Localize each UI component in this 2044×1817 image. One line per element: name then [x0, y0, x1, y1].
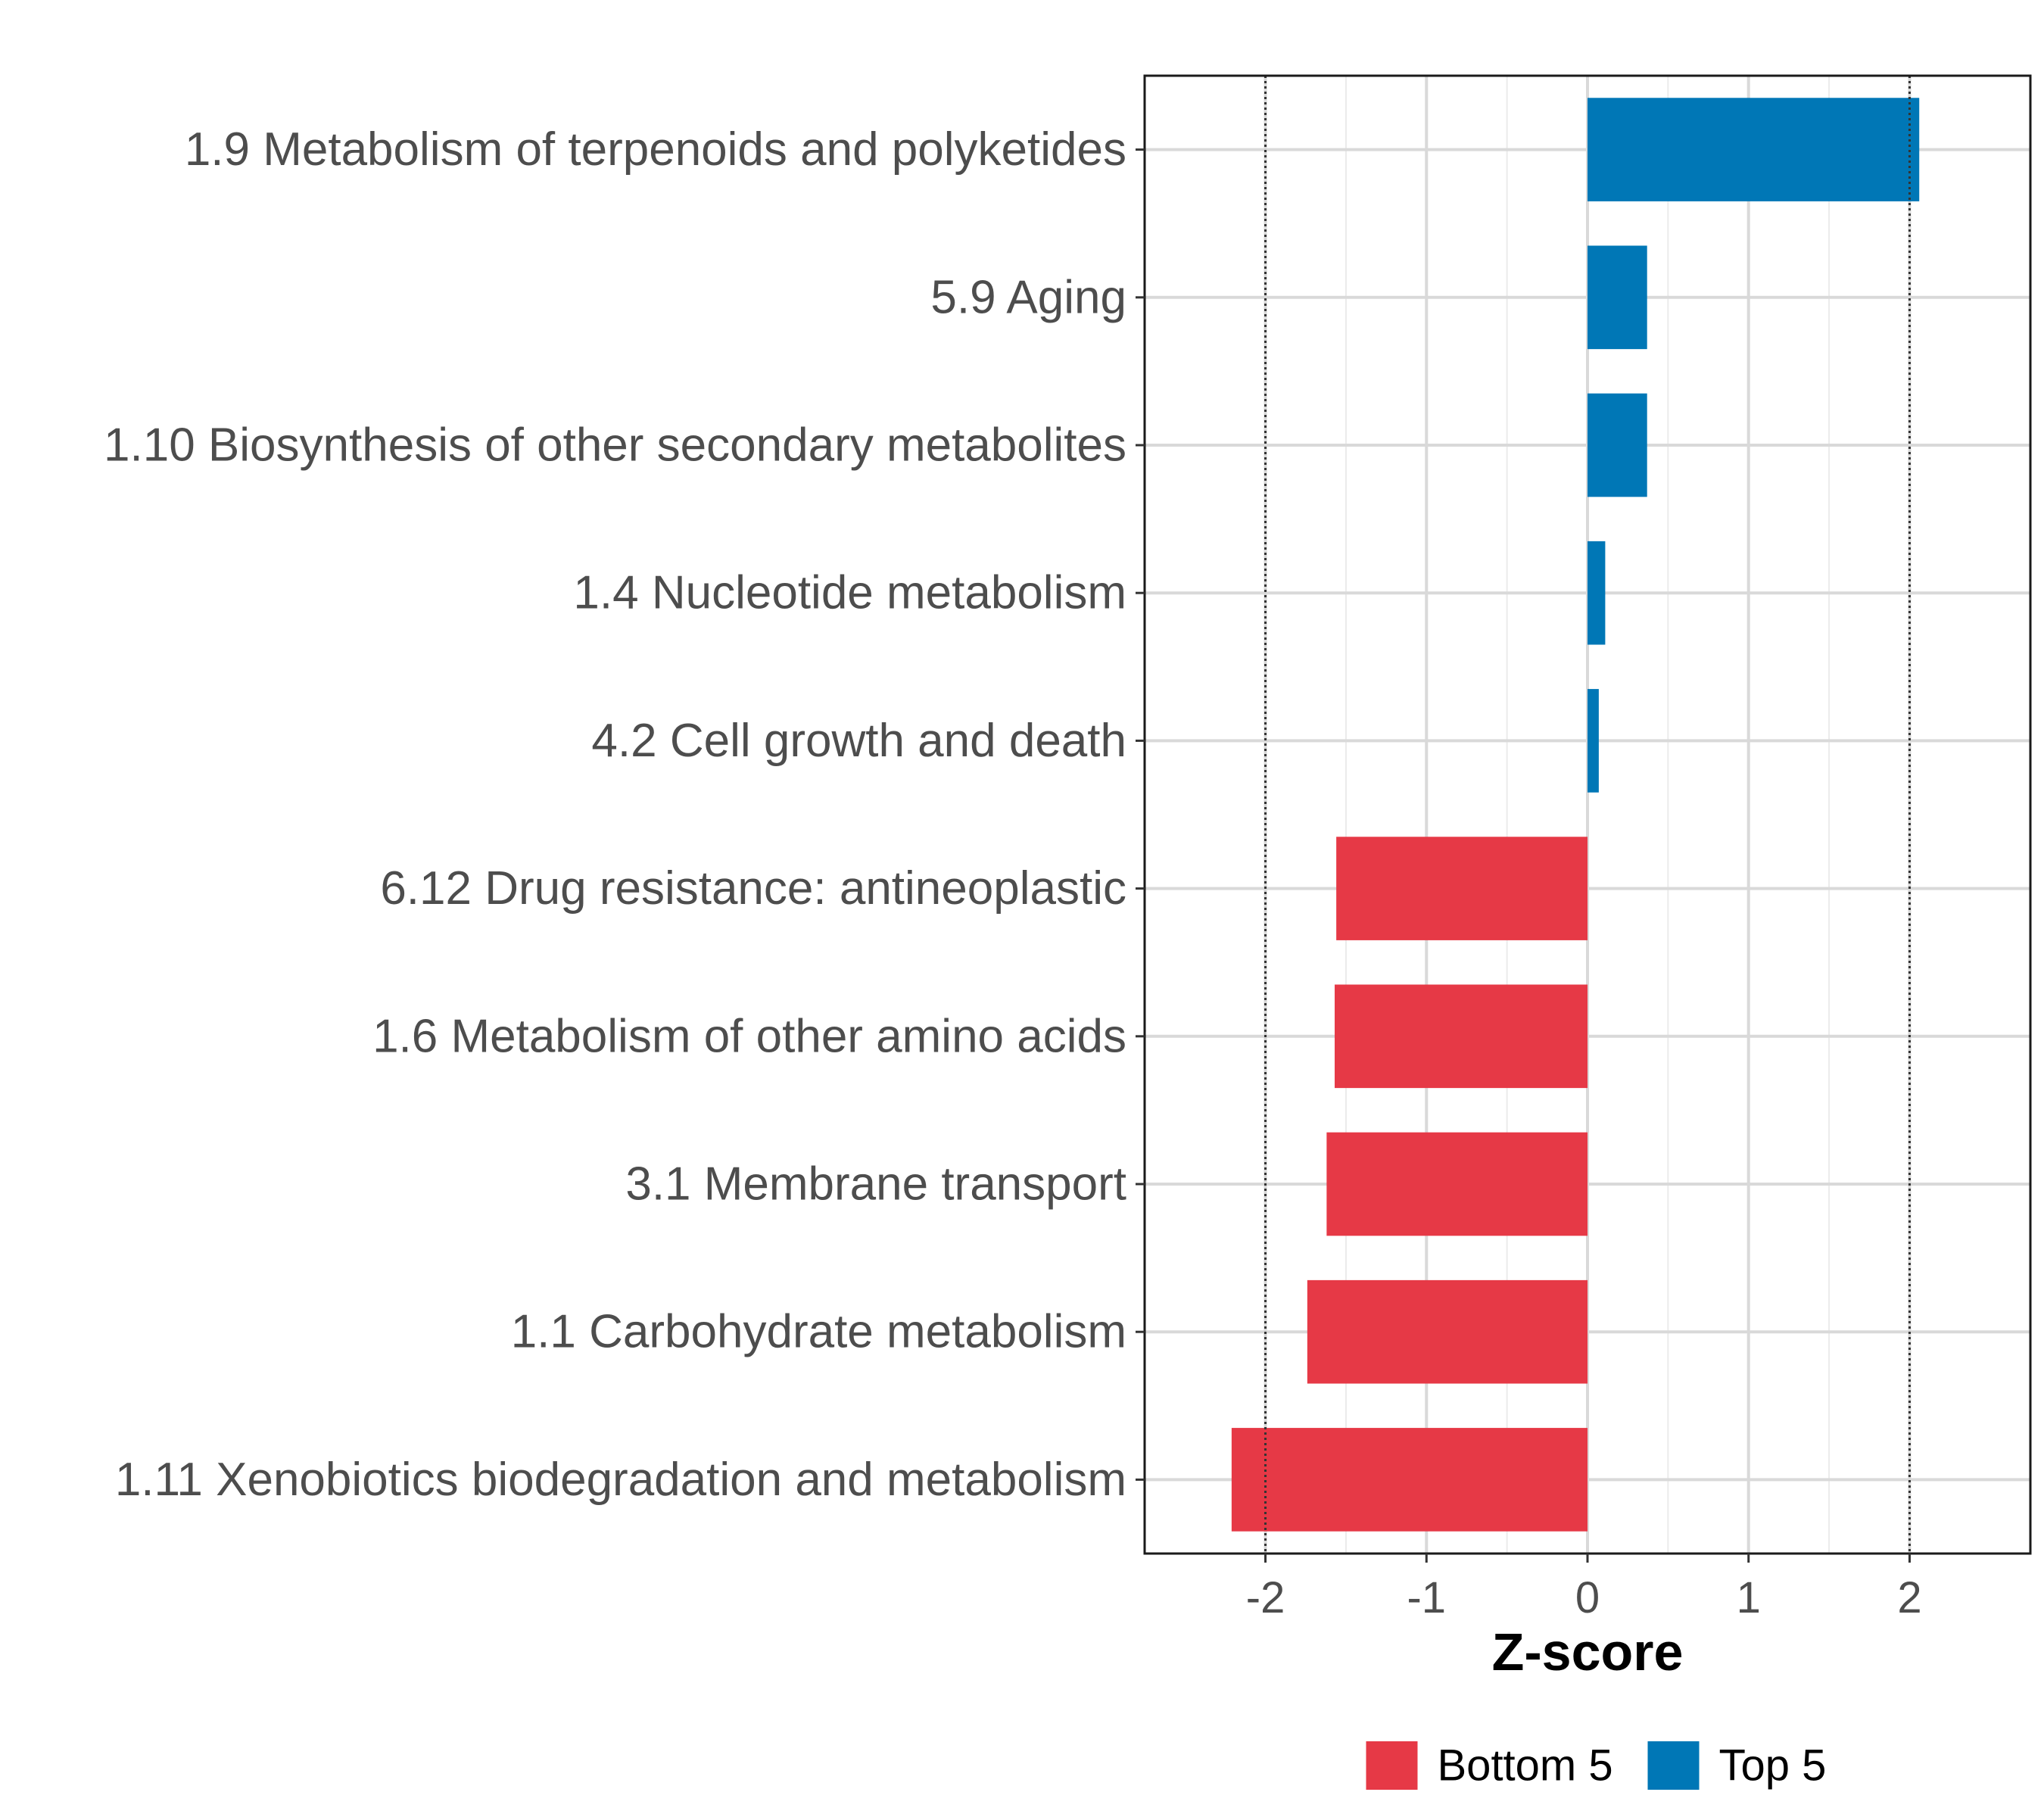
bar [1336, 837, 1588, 940]
y-axis: 1.9 Metabolism of terpenoids and polyket… [104, 123, 1145, 1506]
legend-key [1647, 1741, 1700, 1790]
category-label: 1.10 Biosynthesis of other secondary met… [104, 419, 1126, 472]
category-label: 4.2 Cell growth and death [591, 715, 1126, 767]
bar [1588, 98, 1920, 201]
legend-label: Bottom 5 [1438, 1741, 1613, 1791]
x-axis: -2 -1 0 1 2 [1246, 1554, 1922, 1622]
x-axis-title: Z-score [1492, 1622, 1684, 1681]
category-label: 6.12 Drug resistance: antineoplastic [380, 862, 1126, 915]
x-tick-label: -2 [1246, 1573, 1285, 1622]
bar [1588, 393, 1647, 497]
legend: Bottom 5 Top 5 [1366, 1741, 1827, 1791]
category-label: 5.9 Aging [930, 271, 1126, 323]
legend-label: Top 5 [1719, 1741, 1827, 1791]
category-label: 1.4 Nucleotide metabolism [573, 567, 1126, 619]
reference-lines [1264, 76, 1911, 1554]
bar [1231, 1428, 1588, 1532]
bar [1326, 1132, 1588, 1236]
category-label: 3.1 Membrane transport [625, 1158, 1126, 1211]
bar [1588, 541, 1606, 645]
bar [1588, 245, 1647, 350]
bars [1231, 98, 1920, 1532]
bar [1307, 1279, 1588, 1384]
category-label: 1.1 Carbohydrate metabolism [511, 1306, 1126, 1358]
legend-key [1366, 1741, 1418, 1790]
x-tick-label: 0 [1575, 1573, 1600, 1622]
x-tick-label: 1 [1737, 1573, 1761, 1622]
category-label: 1.11 Xenobiotics biodegradation and meta… [115, 1454, 1126, 1506]
category-label: 1.9 Metabolism of terpenoids and polyket… [185, 123, 1126, 176]
bar [1335, 984, 1588, 1089]
x-tick-label: 2 [1897, 1573, 1921, 1622]
bar [1588, 689, 1599, 793]
x-tick-label: -1 [1407, 1573, 1446, 1622]
category-label: 1.6 Metabolism of other amino acids [372, 1010, 1126, 1062]
